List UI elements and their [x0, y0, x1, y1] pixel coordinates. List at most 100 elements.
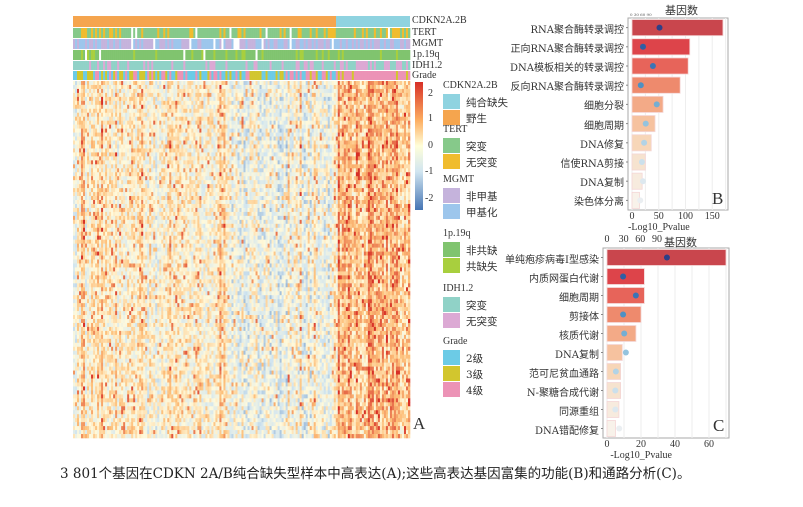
- gene-count-dot: [637, 197, 644, 204]
- gene-count-dot: [612, 387, 619, 394]
- colorbar-tick: 1: [428, 113, 433, 124]
- category-label: 信使RNA剪接: [560, 159, 624, 170]
- top-axis-title: 基因数: [665, 4, 698, 17]
- legend-label: 无突变: [466, 157, 498, 169]
- category-label: 染色体分离: [574, 197, 624, 209]
- category-label: DNA修复: [580, 139, 624, 151]
- category-label: DNA复制: [555, 349, 599, 361]
- legend-title: CDKN2A.2B: [443, 80, 498, 91]
- category-label: DNA错配修复: [535, 425, 599, 437]
- category-label: DNA模板相关的转录调控: [510, 63, 624, 74]
- bar: [631, 95, 664, 113]
- track-label: IDH1.2: [412, 60, 443, 71]
- gene-count-dot: [621, 330, 628, 337]
- heatmap-cells: [73, 81, 411, 439]
- gene-count-dot: [620, 273, 627, 280]
- panel-letter-a: A: [413, 414, 426, 433]
- gene-count-dot: [640, 178, 646, 185]
- gene-count-dot: [649, 63, 656, 69]
- x-tick-label: 40: [670, 439, 680, 450]
- legend-label: 2级: [466, 353, 484, 365]
- category-label: 同源重组: [559, 406, 599, 418]
- legend-swatch: [443, 382, 460, 397]
- legend-label: 野生: [466, 113, 487, 125]
- legend-label: 突变: [466, 141, 487, 153]
- annotation-track-idh12: [73, 61, 411, 70]
- bar: [631, 153, 646, 171]
- x-tick-label: 100: [678, 211, 693, 222]
- legend-title: MGMT: [443, 174, 475, 185]
- track-label: CDKN2A.2B: [412, 15, 467, 26]
- legend-label: 3级: [466, 369, 484, 381]
- legend-label: 共缺失: [466, 261, 498, 273]
- category-label: 正向RNA聚合酶转录调控: [510, 43, 624, 55]
- bar: [606, 287, 645, 304]
- annotation-track-grade: [73, 71, 411, 80]
- x-axis-title: -Log10_Pvalue: [628, 222, 690, 233]
- gene-count-dot: [656, 24, 663, 31]
- bar: [631, 38, 691, 56]
- x-tick-label: 50: [653, 211, 664, 222]
- track-label: TERT: [412, 27, 437, 38]
- top-axis-tick: 30: [618, 234, 629, 245]
- x-tick-label: 20: [636, 439, 646, 450]
- legend-swatch: [443, 313, 460, 328]
- legend-swatch: [443, 154, 460, 169]
- legend-title: TERT: [443, 124, 468, 135]
- gene-count-dot: [622, 349, 629, 356]
- legend-label: 4级: [466, 385, 484, 397]
- bar: [631, 76, 681, 94]
- gene-count-dot: [653, 101, 660, 108]
- bar: [631, 57, 689, 75]
- gene-count-dot: [641, 139, 648, 146]
- track-label: MGMT: [412, 38, 444, 49]
- category-label: 核质代谢: [559, 330, 599, 342]
- category-label: DNA复制: [580, 178, 624, 190]
- cdkn2a-track-deleted: [336, 16, 410, 27]
- x-tick-label: 0: [629, 211, 635, 222]
- top-axis-tick: 0: [604, 234, 610, 245]
- legend-label: 无突变: [466, 316, 498, 328]
- colorbar-tick: 2: [428, 88, 433, 99]
- legend-swatch: [443, 242, 460, 257]
- legend-swatch: [443, 188, 460, 203]
- annotation-track-1p19q: [73, 50, 411, 60]
- gene-count-dot: [640, 43, 646, 50]
- category-label: 细胞周期: [584, 120, 624, 132]
- colorbar-tick: 0: [428, 140, 433, 151]
- legend-label: 甲基化: [466, 207, 498, 219]
- gene-count-dot: [632, 292, 639, 299]
- cdkn2a-track-wild: [73, 16, 336, 27]
- colorbar: [415, 82, 423, 210]
- gene-count-dot: [620, 311, 627, 318]
- legend-title: Grade: [443, 336, 468, 347]
- legend-swatch: [443, 366, 460, 381]
- legend-title: IDH1.2: [443, 283, 474, 294]
- gene-count-dot: [616, 425, 623, 432]
- bar: [631, 19, 724, 37]
- x-tick-label: 150: [704, 211, 720, 222]
- track-label: Grade: [412, 70, 437, 81]
- legend-label: 非甲基: [466, 191, 498, 203]
- category-label: 细胞周期: [559, 292, 599, 304]
- category-label: 剪接体: [569, 311, 599, 323]
- legend-swatch: [443, 350, 460, 365]
- gene-count-dot: [663, 254, 670, 261]
- top-axis-tick: 60: [635, 234, 646, 245]
- category-label: RNA聚合酶转录调控: [530, 24, 624, 36]
- gene-count-dot: [637, 82, 644, 89]
- legend-swatch: [443, 204, 460, 219]
- legend-swatch: [443, 258, 460, 273]
- legend-label: 纯合缺失: [466, 97, 508, 109]
- annotation-track-mgmt: [73, 39, 411, 49]
- category-label: 内质网蛋白代谢: [529, 273, 599, 285]
- top-axis-tick: 90: [651, 234, 662, 245]
- category-label: N-聚糖合成代谢: [526, 387, 599, 399]
- legend-swatch: [443, 110, 460, 125]
- category-label: 范可尼贫血通路: [529, 368, 599, 380]
- legend-label: 非共缺: [466, 245, 498, 257]
- top-axis-ticks: 0 30 60 90: [630, 12, 652, 17]
- gene-count-dot: [612, 406, 619, 413]
